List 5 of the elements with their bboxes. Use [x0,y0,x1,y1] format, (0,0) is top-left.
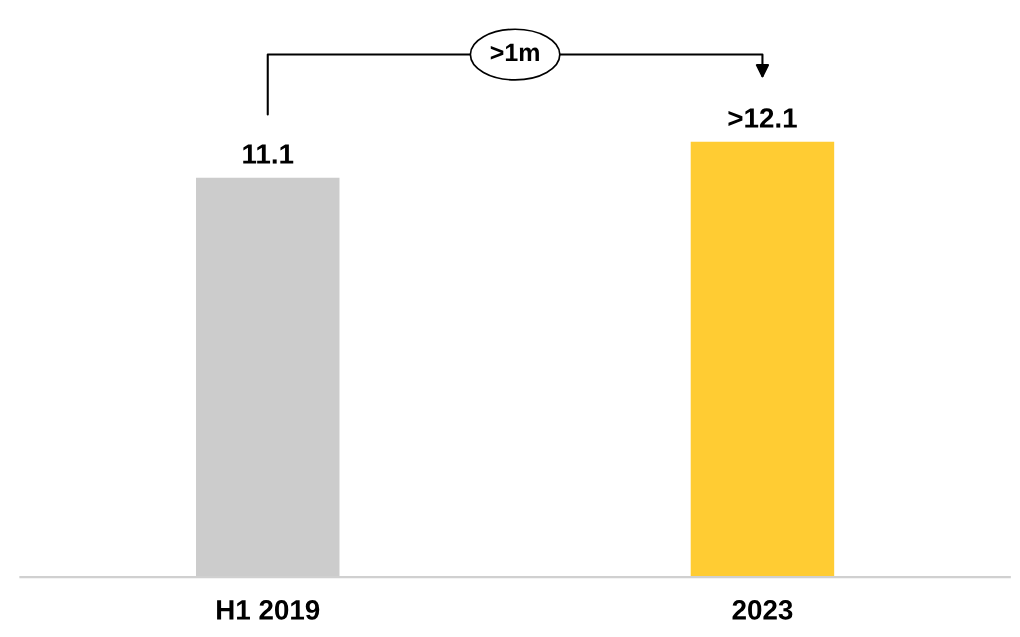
text: >1m [490,43,539,62]
x-tick-label: 2023 [732,600,793,620]
data-label: >12.1 [728,108,797,128]
data-label: 11.1 [243,144,294,164]
x-tick-label: H1 2019 [217,600,320,620]
